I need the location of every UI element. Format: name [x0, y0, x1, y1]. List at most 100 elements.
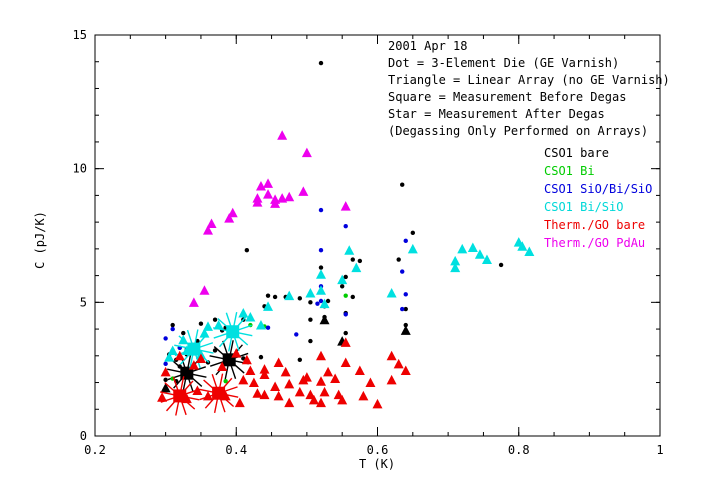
- data-triangle: [337, 274, 348, 285]
- data-dot: [318, 265, 324, 270]
- x-tick-label: 0.2: [84, 443, 106, 457]
- data-triangle: [316, 269, 326, 279]
- data-triangle: [400, 325, 411, 335]
- data-dot: [318, 60, 324, 66]
- data-triangle: [255, 320, 266, 330]
- data-triangle: [259, 389, 270, 400]
- data-triangle: [241, 354, 252, 365]
- data-triangle: [273, 390, 284, 401]
- data-triangle: [474, 249, 485, 259]
- data-dot: [163, 377, 168, 383]
- data-triangle: [316, 285, 326, 295]
- data-dot: [350, 294, 355, 300]
- data-dot: [244, 248, 250, 253]
- data-triangle: [407, 243, 418, 254]
- data-triangle: [199, 285, 210, 295]
- data-dot: [297, 296, 303, 301]
- data-triangle: [280, 366, 291, 377]
- data-square: [226, 325, 240, 339]
- data-triangle: [319, 386, 330, 397]
- data-triangle: [174, 350, 185, 361]
- data-dot: [297, 357, 303, 363]
- data-triangle: [316, 397, 326, 408]
- data-triangle: [450, 255, 461, 266]
- data-triangle: [284, 290, 295, 301]
- data-triangle: [188, 360, 199, 370]
- data-triangle: [372, 398, 383, 409]
- data-triangle: [270, 198, 281, 208]
- data-dot: [308, 300, 313, 305]
- data-triangle: [316, 350, 326, 361]
- data-triangle: [164, 352, 175, 362]
- data-triangle: [195, 353, 206, 363]
- data-dot: [170, 326, 175, 332]
- data-triangle: [457, 243, 468, 254]
- legend-entry-therm-go-pdau: Therm./GO PdAu: [544, 236, 645, 250]
- data-triangle: [305, 389, 316, 400]
- series-therm-go-bare: [157, 337, 411, 416]
- legend-entry-cso1-bare: CSO1 bare: [544, 146, 609, 160]
- data-triangle: [319, 314, 330, 325]
- data-triangle: [344, 245, 355, 255]
- data-triangle: [227, 207, 238, 218]
- data-triangle: [234, 397, 245, 408]
- data-triangle: [252, 197, 263, 207]
- data-triangle: [450, 262, 461, 273]
- data-triangle: [340, 357, 351, 367]
- data-triangle: [284, 378, 295, 389]
- data-dot: [400, 182, 405, 187]
- series-cso1-bare: [160, 60, 504, 393]
- data-triangle: [248, 377, 259, 388]
- data-triangle: [330, 373, 341, 384]
- data-dot: [403, 306, 408, 312]
- annotation-star-key: Star = Measurement After Degas: [388, 107, 605, 121]
- data-triangle: [213, 320, 224, 330]
- data-dot: [294, 332, 299, 337]
- data-triangle: [224, 213, 235, 223]
- legend-entry-cso1-bi: CSO1 Bi: [544, 164, 595, 178]
- data-triangle: [245, 365, 256, 376]
- data-square: [173, 389, 187, 403]
- data-dot: [403, 322, 408, 328]
- annotation-block: 2001 Apr 18 Dot = 3-Element Die (GE Varn…: [388, 39, 670, 138]
- marks-layer: [157, 60, 535, 416]
- data-triangle: [333, 389, 344, 400]
- data-triangle: [252, 388, 263, 398]
- legend: CSO1 bare CSO1 Bi CSO1 SiO/Bi/SiO CSO1 B…: [544, 146, 652, 250]
- data-triangle: [273, 357, 284, 367]
- data-triangle: [238, 308, 249, 318]
- x-tick-label: 0.6: [367, 443, 389, 457]
- y-tick-label: 10: [73, 162, 87, 176]
- data-triangle: [386, 287, 397, 298]
- x-axis-label: T (K): [359, 457, 395, 471]
- data-triangle: [337, 394, 348, 405]
- data-triangle: [270, 381, 281, 392]
- data-triangle: [284, 191, 295, 202]
- data-triangle: [354, 365, 365, 376]
- data-dot: [181, 330, 186, 336]
- data-triangle: [238, 374, 249, 385]
- data-dot: [343, 223, 348, 229]
- data-dot: [318, 248, 324, 253]
- data-triangle: [277, 193, 288, 203]
- data-triangle: [217, 361, 228, 371]
- y-axis-label: C (pJ/K): [33, 211, 47, 269]
- y-tick-label: 15: [73, 28, 87, 42]
- data-triangle: [340, 337, 351, 347]
- data-dot: [223, 378, 228, 384]
- data-triangle: [203, 321, 213, 331]
- data-triangle: [160, 366, 171, 377]
- data-square: [212, 386, 226, 400]
- data-dot: [177, 364, 182, 369]
- data-triangle: [167, 345, 178, 355]
- y-tick-label: 0: [80, 429, 87, 443]
- data-dot: [350, 257, 355, 262]
- data-dot: [163, 361, 168, 367]
- data-dot: [272, 294, 278, 300]
- x-tick-label: 0.4: [225, 443, 247, 457]
- data-triangle: [192, 385, 203, 396]
- series-therm-go-pdau: [188, 130, 351, 307]
- data-triangle: [351, 262, 362, 273]
